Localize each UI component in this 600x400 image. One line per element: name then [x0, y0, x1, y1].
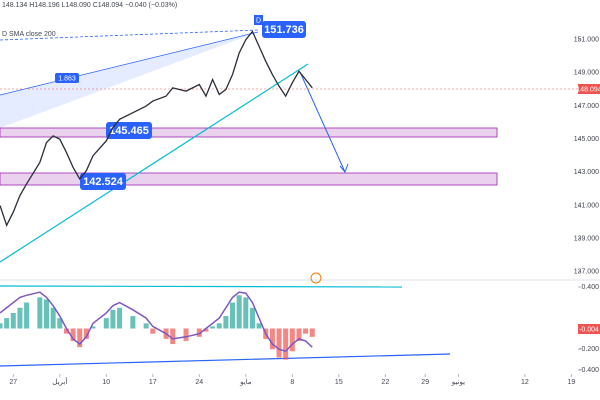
x-tick-label: 29	[421, 379, 429, 386]
x-tick-label: مايو	[239, 378, 252, 386]
series-line	[0, 291, 313, 353]
histogram-bar	[289, 328, 295, 352]
y-tick-label: 139.000	[574, 235, 599, 242]
histogram-bar	[216, 323, 222, 329]
osc-line	[0, 285, 403, 288]
histogram-bar	[50, 307, 56, 329]
trend-line	[0, 63, 309, 263]
price-box	[578, 84, 600, 94]
histogram-bar	[170, 328, 176, 345]
zone-label: 142.524	[83, 176, 124, 188]
histogram-bar	[236, 295, 242, 329]
label-box	[106, 122, 152, 139]
value-box	[578, 324, 600, 334]
arrow	[299, 71, 346, 173]
y-tick-label: -0.200	[579, 346, 599, 353]
x-tick-label: 22	[381, 379, 389, 386]
histogram-bar	[283, 328, 289, 360]
x-tick-label: 10	[102, 379, 110, 386]
x-tick-label: أبريل	[52, 376, 67, 386]
histogram-bar	[63, 328, 69, 334]
zone-label: 145.465	[109, 125, 149, 137]
header: 148.134 H148.196 L148.090 C148.094 −0.04…	[2, 2, 177, 9]
event-icon	[310, 272, 322, 284]
x-tick-label: 19	[567, 379, 575, 386]
peak-label: 151.736	[264, 24, 304, 36]
x-tick-label: 12	[521, 379, 529, 386]
histogram-bar	[269, 328, 275, 350]
last-price: 148.094	[576, 86, 600, 93]
dashed-line	[0, 29, 259, 41]
histogram-bar	[17, 307, 23, 329]
y-tick-label: 0.400	[581, 284, 599, 291]
pivot-label: D	[256, 17, 261, 24]
histogram-bar	[150, 328, 156, 334]
label-box	[262, 21, 306, 38]
histogram-bar	[44, 299, 50, 329]
x-tick-label: 17	[149, 379, 157, 386]
pivot-box	[254, 15, 263, 25]
x-tick-label: 27	[9, 379, 17, 386]
y-tick-label: 137.000	[574, 269, 599, 276]
ratio-label: 1.863	[58, 75, 76, 82]
histogram-bar	[83, 328, 89, 339]
histogram-bar	[296, 328, 302, 341]
x-tick-label: 8	[290, 379, 294, 386]
osc-trend	[0, 353, 451, 367]
histogram-bar	[4, 318, 10, 329]
histogram-bar	[130, 316, 136, 329]
label-box	[55, 73, 79, 83]
x-tick-label: 24	[195, 379, 203, 386]
indicator-label: D SMA close 200	[2, 31, 56, 38]
histogram-bar	[249, 307, 255, 329]
zone	[0, 127, 498, 138]
histogram-bar	[210, 326, 216, 329]
histogram-bar	[70, 328, 76, 341]
y-tick-label: 151.000	[574, 37, 599, 44]
label-box	[80, 173, 126, 190]
histogram-bar	[276, 328, 282, 358]
y-tick-label: 149.000	[574, 70, 599, 77]
x-tick-label: يونيو	[451, 379, 465, 386]
histogram-bar	[256, 323, 262, 329]
histogram-bar	[303, 328, 309, 334]
histogram-bar	[57, 318, 63, 329]
y-tick-label: 145.000	[574, 136, 599, 143]
wedge	[0, 32, 258, 128]
histogram-bar	[230, 302, 236, 329]
last-value: -0.004	[579, 326, 599, 333]
y-tick-label: 141.000	[574, 202, 599, 209]
series-line	[0, 30, 313, 228]
histogram-bar	[37, 297, 43, 329]
histogram-bar	[183, 328, 189, 341]
histogram-bar	[77, 328, 83, 348]
wedge-edge	[0, 31, 259, 96]
histogram-bar	[0, 323, 3, 329]
histogram-bar	[117, 307, 123, 329]
histogram-bar	[143, 323, 149, 329]
zone	[0, 172, 498, 186]
histogram-bar	[223, 316, 229, 329]
arrow-head	[339, 163, 349, 173]
histogram-bar	[203, 328, 209, 332]
histogram-bar	[110, 309, 116, 329]
y-tick-label: 147.000	[574, 103, 599, 110]
histogram-bar	[10, 312, 16, 329]
histogram-bar	[309, 328, 315, 337]
y-tick-label: 143.000	[574, 169, 599, 176]
histogram-bar	[24, 302, 30, 329]
x-tick-label: 15	[335, 379, 343, 386]
histogram-bar	[243, 297, 249, 329]
histogram-bar	[90, 326, 96, 329]
histogram-bar	[103, 318, 109, 329]
y-tick-label: -0.400	[579, 367, 599, 374]
histogram-bar	[196, 328, 202, 337]
